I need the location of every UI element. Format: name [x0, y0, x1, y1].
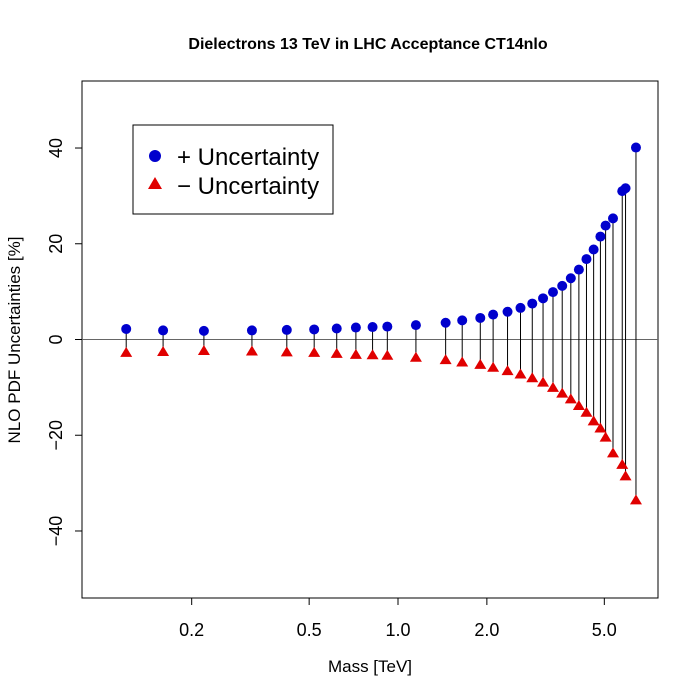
plus-uncertainty-point — [410, 320, 421, 331]
minus-uncertainty-point — [514, 368, 527, 379]
plus-uncertainty-point — [630, 142, 641, 153]
plus-uncertainty-point — [538, 293, 549, 304]
plus-uncertainty-point — [198, 325, 209, 336]
x-tick-label: 0.2 — [179, 620, 204, 640]
plus-uncertainty-point — [475, 312, 486, 323]
legend: + Uncertainty − Uncertainty — [132, 124, 334, 215]
plus-uncertainty-point — [367, 322, 378, 333]
plus-uncertainty-point — [600, 220, 611, 231]
minus-uncertainty-point — [157, 345, 170, 356]
plus-uncertainty-point — [565, 273, 576, 284]
x-axis-label: Mass [TeV] — [328, 657, 412, 676]
legend-box — [132, 124, 334, 215]
plus-uncertainty-point — [121, 323, 132, 334]
minus-uncertainty-point — [487, 361, 500, 372]
plus-uncertainty-point — [595, 231, 606, 242]
y-axis-label: NLO PDF Uncertainties [%] — [5, 237, 24, 444]
plus-uncertainty-point — [488, 309, 499, 320]
minus-uncertainty-point — [556, 387, 569, 398]
plus-uncertainty-point — [527, 298, 538, 309]
x-axis: 0.2 0.5 1.0 2.0 5.0 — [179, 598, 617, 640]
y-tick-label: −20 — [46, 420, 66, 451]
minus-uncertainty-markers — [120, 344, 642, 505]
minus-uncertainty-point — [439, 354, 452, 365]
legend-plus-label: + Uncertainty — [177, 144, 319, 171]
plus-uncertainty-point — [573, 264, 584, 275]
minus-uncertainty-point — [594, 422, 607, 433]
minus-uncertainty-point — [546, 381, 559, 392]
plus-uncertainty-point — [246, 325, 257, 336]
minus-uncertainty-point — [619, 470, 632, 481]
minus-uncertainty-point — [580, 406, 593, 417]
plus-uncertainty-point — [309, 324, 320, 335]
minus-uncertainty-point — [501, 365, 514, 376]
legend-circle-icon — [149, 150, 161, 162]
y-tick-label: 0 — [46, 334, 66, 344]
plus-uncertainty-point — [588, 244, 599, 255]
y-tick-label: −40 — [46, 516, 66, 547]
plus-uncertainty-point — [457, 315, 468, 326]
minus-uncertainty-point — [526, 372, 539, 383]
minus-uncertainty-point — [349, 348, 362, 359]
plus-uncertainty-point — [382, 321, 393, 332]
plus-uncertainty-point — [607, 213, 618, 224]
minus-uncertainty-point — [587, 415, 600, 426]
plus-uncertainty-point — [515, 302, 526, 313]
plus-uncertainty-point — [158, 325, 169, 336]
plus-uncertainty-markers — [121, 142, 641, 336]
minus-uncertainty-point — [606, 447, 619, 458]
plus-uncertainty-point — [547, 287, 558, 298]
minus-uncertainty-point — [381, 349, 394, 360]
plus-uncertainty-point — [350, 322, 361, 333]
plus-uncertainty-point — [440, 317, 451, 328]
x-tick-label: 5.0 — [592, 620, 617, 640]
minus-uncertainty-point — [456, 356, 469, 367]
minus-uncertainty-point — [120, 346, 133, 357]
y-axis: −40 −20 0 20 40 — [46, 138, 82, 546]
y-tick-label: 20 — [46, 234, 66, 254]
plus-uncertainty-point — [557, 280, 568, 291]
minus-uncertainty-point — [572, 400, 585, 411]
plus-uncertainty-point — [281, 324, 292, 335]
legend-triangle-icon — [148, 177, 162, 189]
x-tick-label: 0.5 — [297, 620, 322, 640]
minus-uncertainty-point — [280, 346, 293, 357]
legend-minus-label: − Uncertainty — [177, 173, 319, 200]
plus-uncertainty-point — [331, 323, 342, 334]
minus-uncertainty-point — [366, 349, 379, 360]
minus-uncertainty-point — [308, 346, 321, 357]
x-tick-label: 2.0 — [474, 620, 499, 640]
minus-uncertainty-point — [564, 393, 577, 404]
minus-uncertainty-point — [474, 358, 487, 369]
chart-title: Dielectrons 13 TeV in LHC Acceptance CT1… — [188, 36, 547, 53]
minus-uncertainty-point — [599, 431, 612, 442]
x-tick-label: 1.0 — [385, 620, 410, 640]
minus-uncertainty-point — [537, 376, 550, 387]
minus-uncertainty-point — [245, 345, 258, 356]
y-tick-label: 40 — [46, 138, 66, 158]
minus-uncertainty-point — [629, 494, 642, 505]
plus-uncertainty-point — [502, 306, 513, 317]
minus-uncertainty-point — [330, 347, 343, 358]
plus-uncertainty-point — [581, 254, 592, 265]
plus-uncertainty-point — [620, 183, 631, 194]
minus-uncertainty-point — [197, 344, 210, 355]
minus-uncertainty-point — [409, 351, 422, 362]
minus-uncertainty-point — [616, 458, 629, 469]
